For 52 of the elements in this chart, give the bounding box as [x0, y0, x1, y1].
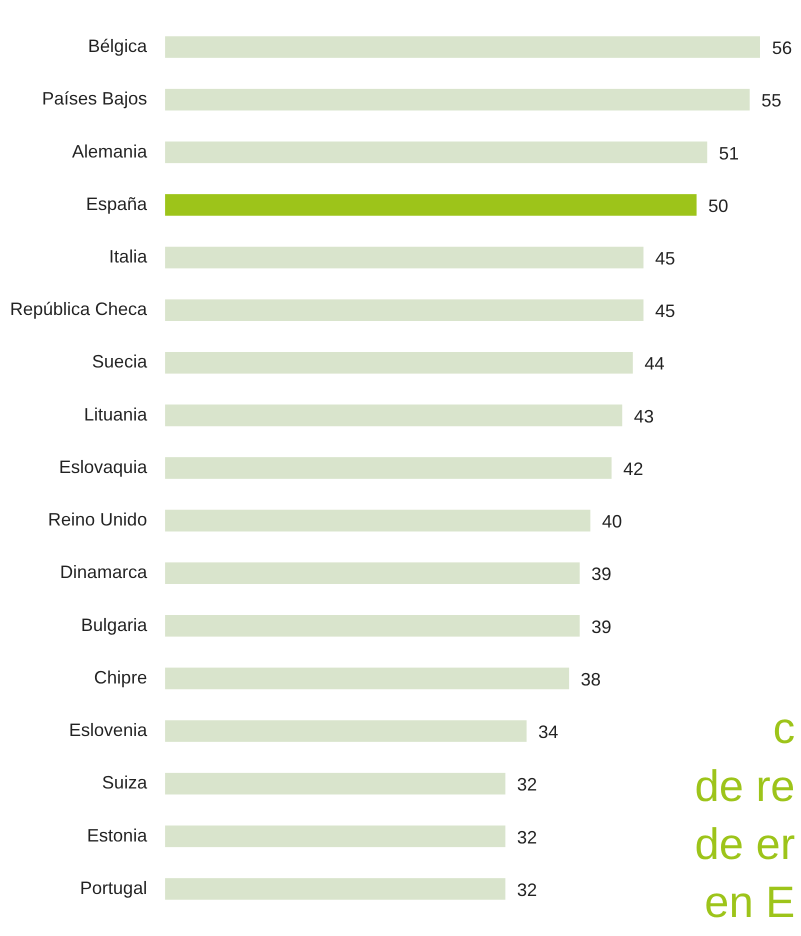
y-tick-label: Alemania — [72, 141, 148, 162]
data-label: 56 — [772, 38, 792, 58]
annotation: c de re de er en E — [694, 703, 795, 929]
y-tick-label: Portugal — [80, 878, 148, 898]
y-tick-label: Chipre — [94, 667, 148, 688]
y-tick-label: Bulgaria — [81, 614, 148, 635]
bar — [165, 615, 580, 637]
data-label: 34 — [538, 722, 558, 742]
bar — [165, 404, 622, 426]
data-label: 32 — [517, 880, 538, 900]
bar — [165, 194, 697, 216]
data-label: 42 — [623, 458, 644, 479]
bar — [165, 142, 708, 164]
bar — [165, 510, 590, 532]
data-label: 45 — [655, 301, 676, 322]
y-tick-label: Suiza — [102, 772, 148, 793]
data-label: 40 — [602, 512, 622, 532]
bar — [165, 878, 506, 900]
y-tick-label: Dinamarca — [60, 562, 148, 582]
y-tick-label: Reino Unido — [48, 510, 148, 530]
data-label: 32 — [517, 774, 538, 795]
data-label: 45 — [655, 248, 676, 269]
y-tick-label: Países Bajos — [42, 88, 148, 109]
y-tick-label: Lituania — [84, 404, 148, 424]
bar — [165, 352, 633, 374]
data-label: 50 — [708, 196, 728, 216]
data-label: 51 — [718, 143, 739, 164]
data-label: 39 — [591, 616, 612, 637]
bar — [165, 668, 570, 690]
bar — [165, 825, 506, 848]
data-label: 39 — [591, 564, 612, 584]
y-tick-label: República Checa — [10, 299, 148, 320]
y-tick-label: Estonia — [87, 825, 148, 846]
bar — [165, 772, 506, 794]
y-tick-label: Eslovaquia — [59, 456, 148, 477]
data-label: 44 — [644, 354, 665, 374]
y-tick-label: Eslovenia — [69, 720, 148, 740]
y-tick-label: España — [86, 194, 148, 214]
bar — [165, 299, 644, 321]
y-tick-label: Italia — [109, 246, 148, 267]
data-label: 55 — [761, 90, 782, 111]
bar — [165, 88, 750, 111]
bar — [165, 36, 760, 58]
bar — [165, 246, 644, 268]
bar — [165, 720, 527, 742]
y-tick-label: Suecia — [92, 352, 148, 372]
data-label: 32 — [517, 827, 538, 848]
data-label: 38 — [580, 669, 601, 690]
y-tick-label: Bélgica — [88, 36, 148, 56]
bar — [165, 562, 580, 584]
bar — [165, 457, 612, 479]
data-label: 43 — [634, 406, 654, 426]
